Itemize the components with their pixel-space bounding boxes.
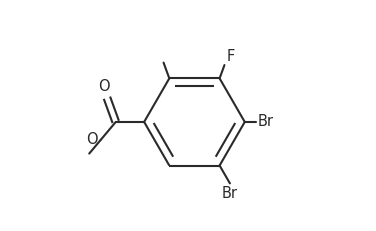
Text: Br: Br bbox=[258, 114, 274, 129]
Text: O: O bbox=[99, 79, 110, 94]
Text: Br: Br bbox=[222, 186, 238, 201]
Text: F: F bbox=[226, 49, 235, 64]
Text: O: O bbox=[86, 132, 98, 147]
